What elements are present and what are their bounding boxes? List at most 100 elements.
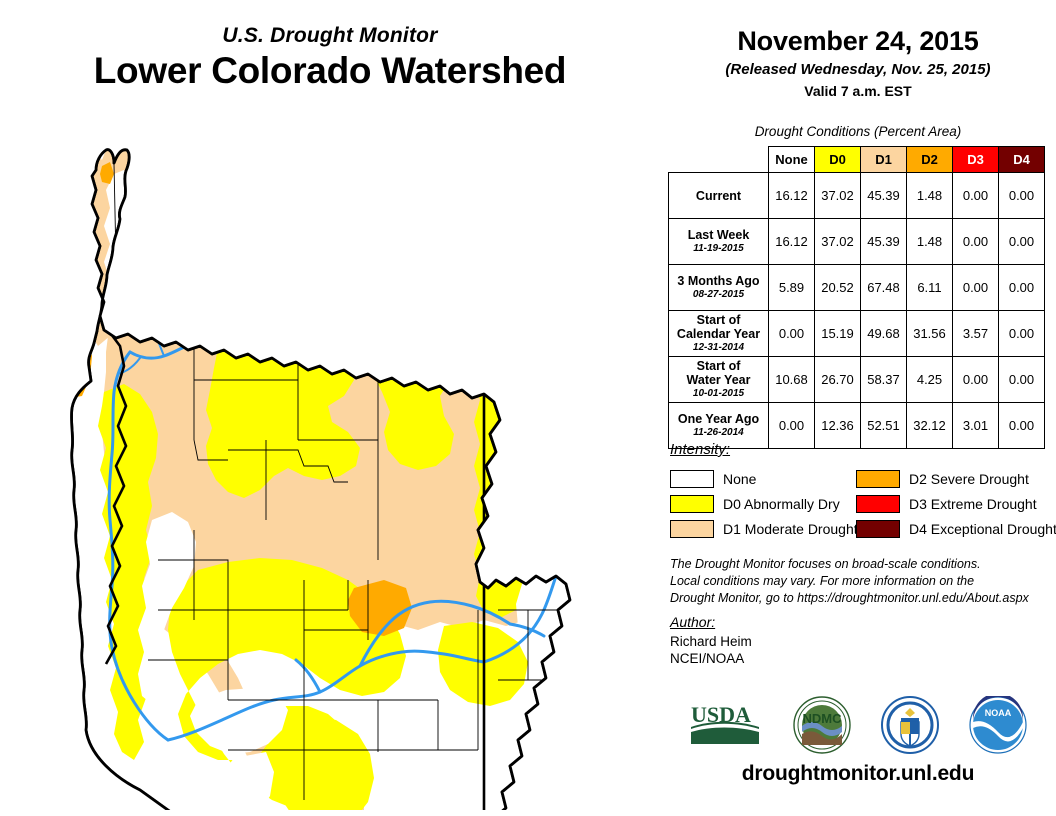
drought-conditions-table[interactable]: None D0 D1 D2 D3 D4 Current 16.12 37.02 45.… bbox=[668, 146, 1045, 449]
header-d0: D0 bbox=[814, 146, 861, 173]
legend-item-d4: D4 Exceptional Drought bbox=[856, 519, 1056, 538]
cell-d0: 37.02 bbox=[814, 218, 861, 265]
intensity-legend: Intensity: None D2 Severe Drought D0 Abnor… bbox=[670, 441, 1056, 541]
cell-d4: 0.00 bbox=[998, 172, 1045, 219]
cell-d0: 20.52 bbox=[814, 264, 861, 311]
ndmc-logo[interactable]: NDMC bbox=[793, 696, 851, 754]
table-row: Start of Calendar Year 12-31-2014 0.00 15.19… bbox=[668, 310, 1045, 357]
title-main: Lower Colorado Watershed bbox=[93, 50, 567, 92]
map-panel: U.S. Drought Monitor Lower Colorado Wate… bbox=[0, 24, 660, 810]
table-header: None D0 D1 D2 D3 D4 bbox=[669, 146, 1045, 173]
cell-d2: 32.12 bbox=[906, 402, 953, 449]
cell-d4: 0.00 bbox=[998, 218, 1045, 265]
svg-text:NDMC: NDMC bbox=[803, 711, 843, 726]
release-date: (Released Wednesday, Nov. 25, 2015) bbox=[725, 61, 991, 78]
row-label: Start of Calendar Year 12-31-2014 bbox=[668, 310, 769, 357]
author-org: NCEI/NOAA bbox=[670, 651, 745, 667]
usda-logo[interactable]: USDA bbox=[689, 702, 763, 748]
row-label-date: 10-01-2015 bbox=[692, 388, 745, 400]
table-row: Current 16.12 37.02 45.39 1.48 0.00 0.00 bbox=[668, 172, 1045, 219]
table-caption: Drought Conditions (Percent Area) bbox=[754, 124, 962, 139]
cell-d4: 0.00 bbox=[998, 356, 1045, 403]
drought-map[interactable] bbox=[48, 140, 648, 810]
legend-item-d1: D1 Moderate Drought bbox=[670, 519, 858, 538]
cell-none: 0.00 bbox=[768, 310, 815, 357]
cell-d1: 45.39 bbox=[860, 172, 907, 219]
table-body: Current 16.12 37.02 45.39 1.48 0.00 0.00 Last W… bbox=[668, 172, 1045, 449]
svg-text:NOAA: NOAA bbox=[985, 708, 1012, 718]
table-row: One Year Ago 11-26-2014 0.00 12.36 52.51 32.1… bbox=[668, 402, 1045, 449]
disclaimer-line-1: The Drought Monitor focuses on broad-sca… bbox=[670, 557, 981, 571]
valid-time: Valid 7 a.m. EST bbox=[804, 83, 912, 99]
legend-swatch bbox=[856, 519, 900, 538]
legend-swatch bbox=[670, 494, 714, 513]
legend-item-none: None bbox=[670, 469, 856, 488]
header-none: None bbox=[768, 146, 815, 173]
cell-none: 0.00 bbox=[768, 402, 815, 449]
cell-d1: 67.48 bbox=[860, 264, 907, 311]
row-label: 3 Months Ago 08-27-2015 bbox=[668, 264, 769, 311]
table-row: 3 Months Ago 08-27-2015 5.89 20.52 67.48 6.11… bbox=[668, 264, 1045, 311]
cell-none: 5.89 bbox=[768, 264, 815, 311]
cell-d0: 26.70 bbox=[814, 356, 861, 403]
row-label: One Year Ago 11-26-2014 bbox=[668, 402, 769, 449]
page-title: U.S. Drought Monitor Lower Colorado Wate… bbox=[0, 24, 660, 93]
cell-none: 10.68 bbox=[768, 356, 815, 403]
legend-grid: None D2 Severe Drought D0 Abnormally Dry D3… bbox=[670, 466, 1056, 541]
cell-d3: 3.57 bbox=[952, 310, 999, 357]
cell-d1: 45.39 bbox=[860, 218, 907, 265]
date-block: November 24, 2015 (Released Wednesday, N… bbox=[660, 26, 1056, 99]
legend-swatch bbox=[670, 469, 714, 488]
watershed-outline-top bbox=[70, 148, 572, 810]
disclaimer-line-3: Drought Monitor, go to https://droughtmo… bbox=[670, 590, 1029, 605]
site-url[interactable]: droughtmonitor.unl.edu bbox=[741, 762, 975, 785]
legend-swatch bbox=[670, 519, 714, 538]
row-label-date: 11-19-2015 bbox=[693, 243, 744, 255]
row-label-date: 12-31-2014 bbox=[692, 342, 745, 354]
legend-swatch bbox=[856, 494, 900, 513]
header-d1: D1 bbox=[860, 146, 907, 173]
legend-swatch bbox=[856, 469, 900, 488]
cell-d3: 0.00 bbox=[952, 218, 999, 265]
row-label: Last Week 11-19-2015 bbox=[668, 218, 769, 265]
cell-d2: 31.56 bbox=[906, 310, 953, 357]
noaa-logo[interactable]: NOAA bbox=[969, 696, 1027, 754]
map-outside-mask bbox=[48, 140, 648, 810]
cell-d4: 0.00 bbox=[998, 264, 1045, 311]
cell-d2: 6.11 bbox=[906, 264, 953, 311]
header-d3: D3 bbox=[952, 146, 999, 173]
legend-label: D2 Severe Drought bbox=[909, 470, 1029, 487]
intensity-title: Intensity: bbox=[670, 441, 731, 458]
legend-item-d0: D0 Abnormally Dry bbox=[670, 494, 856, 513]
legend-item-d3: D3 Extreme Drought bbox=[856, 494, 1056, 513]
title-subtitle: U.S. Drought Monitor bbox=[222, 24, 438, 47]
cell-d1: 49.68 bbox=[860, 310, 907, 357]
table-row: Last Week 11-19-2015 16.12 37.02 45.39 1.48 0.… bbox=[668, 218, 1045, 265]
author-title: Author: bbox=[670, 614, 716, 630]
cell-d1: 58.37 bbox=[860, 356, 907, 403]
cell-d2: 4.25 bbox=[906, 356, 953, 403]
cell-d4: 0.00 bbox=[998, 402, 1045, 449]
legend-label: D1 Moderate Drought bbox=[723, 520, 858, 537]
cell-none: 16.12 bbox=[768, 218, 815, 265]
cell-d2: 1.48 bbox=[906, 218, 953, 265]
row-label-date: 11-26-2014 bbox=[693, 427, 744, 439]
disclaimer-text: The Drought Monitor focuses on broad-sca… bbox=[670, 556, 1056, 607]
map-svg bbox=[48, 140, 648, 810]
author-block: Author: Richard Heim NCEI/NOAA bbox=[670, 614, 970, 668]
logo-row: USDA NDMC bbox=[660, 692, 1056, 758]
header-spacer bbox=[669, 147, 769, 173]
commerce-logo[interactable] bbox=[881, 696, 939, 754]
author-name: Richard Heim bbox=[670, 634, 752, 649]
row-label-date: 08-27-2015 bbox=[692, 289, 745, 301]
cell-d2: 1.48 bbox=[906, 172, 953, 219]
legend-label: D3 Extreme Drought bbox=[909, 495, 1037, 512]
row-label: Start of Water Year 10-01-2015 bbox=[668, 356, 769, 403]
disclaimer-line-2: Local conditions may vary. For more info… bbox=[670, 573, 975, 588]
header-d2: D2 bbox=[906, 146, 953, 173]
cell-d0: 15.19 bbox=[814, 310, 861, 357]
legend-label: D4 Exceptional Drought bbox=[909, 520, 1056, 537]
cell-none: 16.12 bbox=[768, 172, 815, 219]
cell-d3: 0.00 bbox=[952, 264, 999, 311]
cell-d3: 3.01 bbox=[952, 402, 999, 449]
